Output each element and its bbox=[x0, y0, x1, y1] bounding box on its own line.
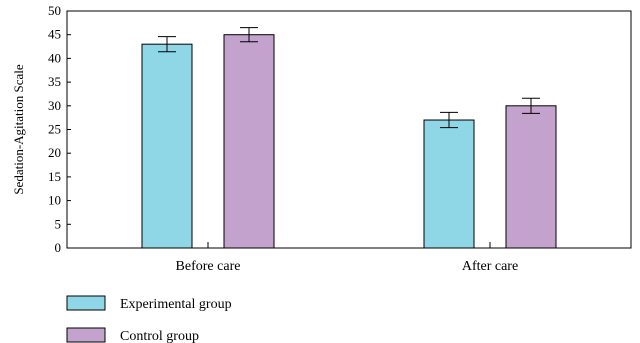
y-tick-label: 5 bbox=[55, 216, 62, 231]
y-tick-label: 25 bbox=[48, 122, 61, 137]
y-tick-label: 35 bbox=[48, 74, 61, 89]
y-tick-label: 40 bbox=[48, 50, 61, 65]
y-tick-label: 30 bbox=[48, 98, 61, 113]
y-axis-title: Sedation-Agitation Scale bbox=[11, 64, 26, 195]
error-bars bbox=[158, 27, 540, 129]
bar bbox=[223, 34, 275, 249]
legend-label: Experimental group bbox=[120, 297, 232, 312]
y-tick-label: 50 bbox=[48, 3, 61, 18]
x-category-label: Before care bbox=[176, 259, 241, 274]
x-category-label: After care bbox=[462, 259, 518, 274]
y-tick-label: 20 bbox=[48, 145, 61, 160]
y-tick-label: 0 bbox=[55, 240, 62, 255]
legend-swatch bbox=[66, 327, 106, 343]
axes bbox=[66, 10, 632, 249]
y-tick-label: 10 bbox=[48, 193, 61, 208]
bar bbox=[505, 105, 557, 249]
legend: Experimental group Control group bbox=[66, 295, 232, 343]
legend-label: Control group bbox=[120, 329, 199, 343]
axis-labels: 0 5 10 15 20 25 30 35 40 45 50 Before care After car… bbox=[48, 3, 518, 274]
legend-swatch bbox=[66, 295, 106, 311]
y-tick-label: 45 bbox=[48, 27, 61, 42]
y-tick-label: 15 bbox=[48, 169, 61, 184]
bar bbox=[423, 119, 475, 249]
bars bbox=[141, 34, 557, 249]
bar bbox=[141, 43, 193, 249]
